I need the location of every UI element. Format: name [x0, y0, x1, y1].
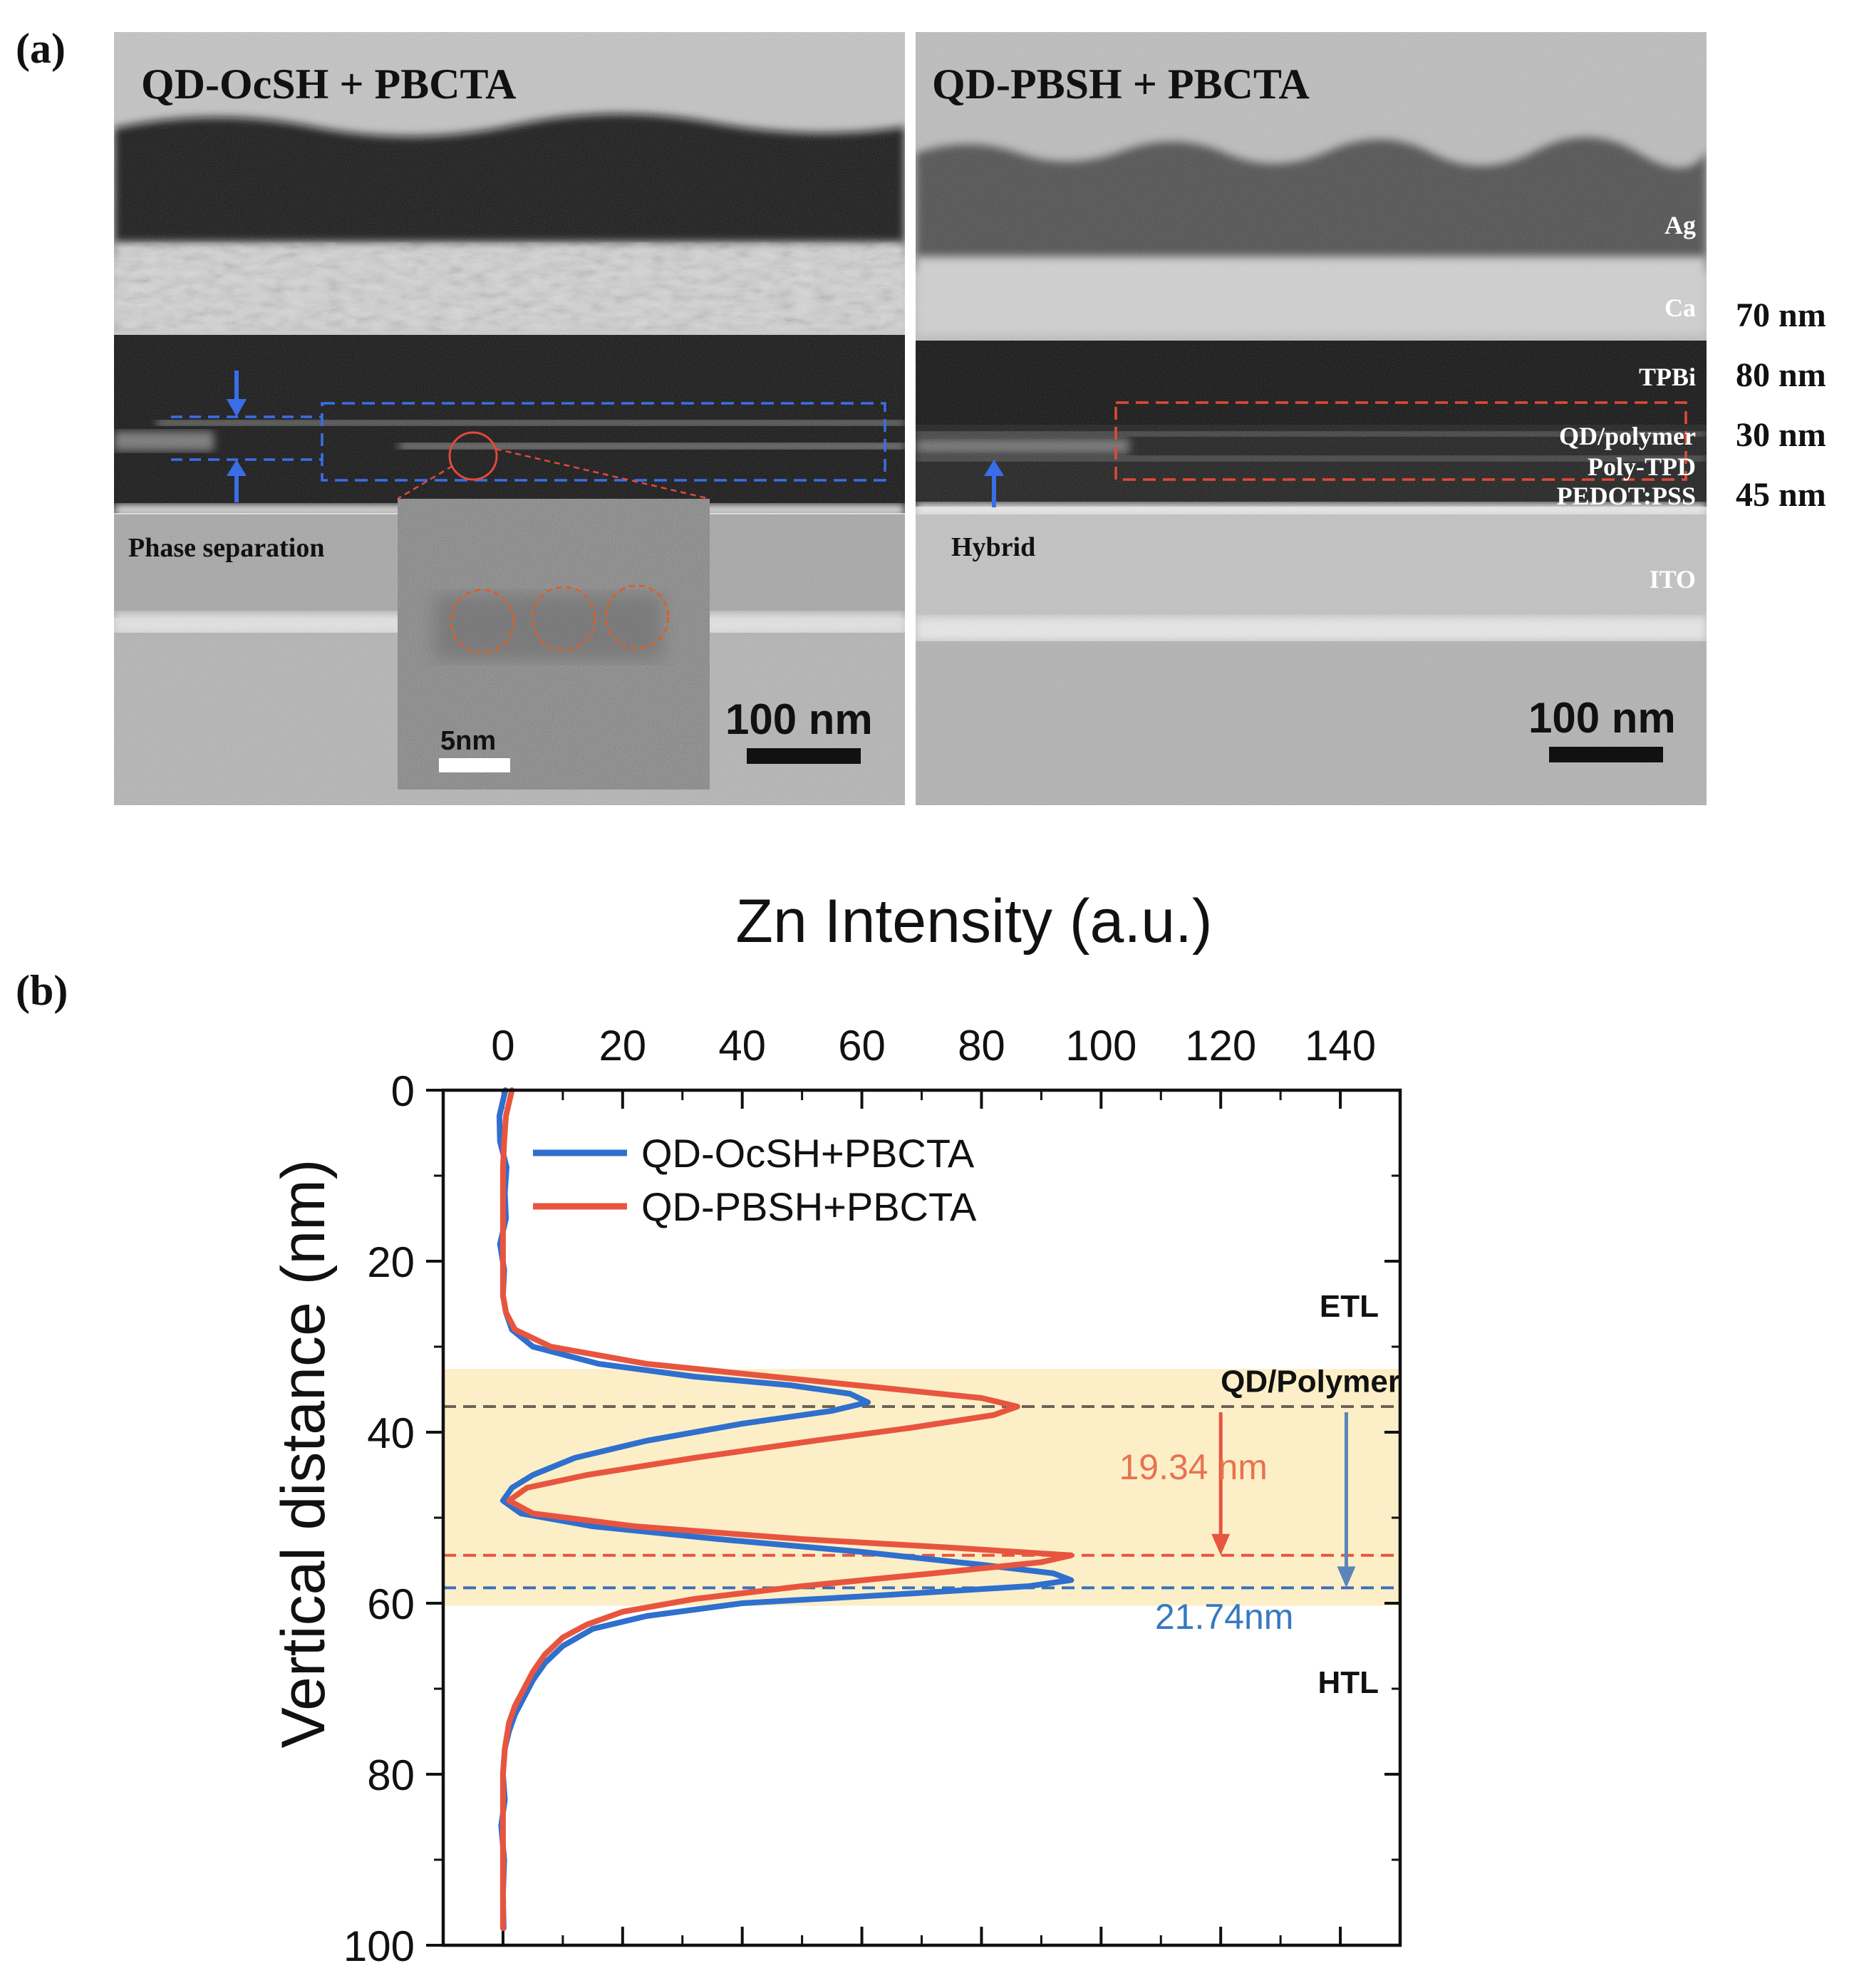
x-tick-label: 60: [838, 1022, 886, 1070]
magnified-region-circle: [448, 431, 498, 481]
quantum-dot-circle-1: [450, 589, 515, 654]
quantum-dot-circle-2: [531, 586, 596, 651]
series-line-pbsh: [499, 1087, 1075, 1931]
thickness-label-30nm: 30 nm: [1736, 416, 1826, 454]
x-axis-title: Zn Intensity (a.u.): [735, 887, 1212, 956]
layer-label-poly-tpd: Poly-TPD: [1588, 452, 1696, 481]
phase-separation-label: Phase separation: [128, 533, 325, 563]
etl-label: ETL: [1320, 1289, 1379, 1324]
red-distance-arrow-head-icon: [1211, 1533, 1231, 1555]
y-tick-label: 100: [343, 1922, 415, 1970]
blue-arrow-down-icon: [227, 371, 247, 417]
layer-label-ca: Ca: [1664, 294, 1696, 322]
quantum-dot-circle-3: [604, 584, 670, 650]
right-scale-label: 100 nm: [1528, 694, 1676, 742]
layer-label-pedot-pss: PEDOT:PSS: [1557, 482, 1696, 510]
left-image-title: QD-OcSH + PBCTA: [141, 61, 516, 108]
y-tick-label: 80: [367, 1751, 415, 1799]
x-tick-label: 20: [599, 1022, 646, 1070]
left-scale-label: 100 nm: [725, 695, 873, 743]
y-tick-label: 20: [367, 1238, 415, 1286]
legend-label-pbsh: QD-PBSH+PBCTA: [641, 1184, 977, 1229]
y-tick-label: 0: [391, 1067, 415, 1115]
y-tick-label: 60: [367, 1580, 415, 1628]
x-tick-label: 80: [958, 1022, 1005, 1070]
legend: QD-OcSH+PBCTA QD-PBSH+PBCTA: [533, 1131, 977, 1229]
thickness-label-80nm: 80 nm: [1736, 356, 1826, 394]
right-scale-bar: [1549, 747, 1663, 762]
x-tick-label: 120: [1185, 1022, 1256, 1070]
layer-label-tpbi: TPBi: [1639, 363, 1696, 391]
legend-label-ocsh: QD-OcSH+PBCTA: [641, 1131, 975, 1176]
inset-scale-bar: [439, 758, 510, 772]
left-scale-bar: [747, 748, 861, 764]
blue-distance-arrow-head-icon: [1337, 1566, 1356, 1588]
x-tick-label: 100: [1065, 1022, 1136, 1070]
layer-label-ito: ITO: [1650, 565, 1696, 594]
y-tick-label: 40: [367, 1409, 415, 1457]
blue-dashed-region-box: [321, 402, 886, 482]
panel-a-label: (a): [16, 25, 66, 72]
inset-connector-right: [495, 447, 710, 500]
x-tick-label: 0: [491, 1022, 514, 1070]
plot-frame: [441, 1088, 1402, 1947]
right-sem-image: [916, 32, 1707, 805]
red-distance-label: 19.34 nm: [1119, 1447, 1267, 1487]
x-tick-label: 140: [1305, 1022, 1376, 1070]
inset-scale-label: 5nm: [440, 726, 496, 756]
blue-arrow-up-icon: [227, 460, 247, 502]
hybrid-label: Hybrid: [951, 532, 1035, 562]
thickness-label-70nm: 70 nm: [1736, 296, 1826, 334]
y-axis-title: Vertical distance (nm): [269, 1159, 338, 1749]
blue-distance-label: 21.74nm: [1155, 1597, 1294, 1637]
panel-b-label: (b): [16, 967, 68, 1014]
red-dashed-region-box: [1114, 401, 1687, 481]
blue-arrow-up-icon-right: [984, 460, 1004, 507]
panel-a: (a) QD-OcSH + PBCTA QD-PBSH + PBCTA: [16, 25, 1826, 805]
qd-polymer-label: QD/Polymer: [1221, 1365, 1400, 1399]
x-tick-label: 40: [718, 1022, 766, 1070]
inset-connector-left: [397, 465, 453, 500]
layer-label-ag: Ag: [1664, 211, 1696, 239]
thickness-label-45nm: 45 nm: [1736, 476, 1826, 514]
left-sem-image: [114, 32, 905, 805]
layer-label-qd-polymer: QD/polymer: [1559, 422, 1696, 450]
tem-inset: 5nm: [398, 499, 710, 789]
htl-label: HTL: [1317, 1665, 1379, 1700]
right-image-title: QD-PBSH + PBCTA: [932, 61, 1310, 108]
shaded-region: [443, 1369, 1400, 1606]
panel-b-chart: (b) Zn Intensity (a.u.) Vertical distanc…: [16, 887, 1402, 1970]
